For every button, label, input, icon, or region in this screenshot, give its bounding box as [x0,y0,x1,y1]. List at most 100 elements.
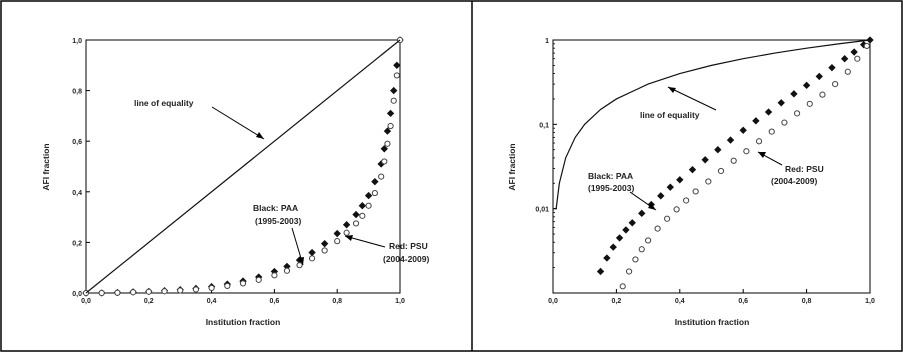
paa-data-point [657,192,665,200]
y-tick-label: 1 [545,38,549,45]
paa-data-point [358,202,366,210]
right-red-annotation-line2: (2004-2009) [771,176,817,186]
left-panel: 0,0 0,2 0,4 0,6 0,8 1,0 0,0 0,2 0,4 0,6 0,8 1,0 In… [41,36,429,327]
y-tick-label: 0,6 [72,139,82,146]
psu-data-point [343,229,350,236]
y-tick-label: 1,0 [72,38,82,45]
psu-data-point [683,197,690,204]
psu-data-point [743,148,750,155]
paa-data-point [714,146,722,154]
psu-data-point [208,284,215,292]
psu-data-point [192,286,199,293]
paa-data-point [603,254,611,262]
psu-data-point [730,157,737,164]
paa-data-point [638,209,646,218]
right-y-axis-label: AFI fraction [507,143,517,190]
psu-data-point [390,97,397,104]
right-panel: 0,0 0,2 0,4 0,6 0,8 1,0 1 0,1 0,01 Institution … [507,36,875,327]
paa-data-point [726,136,735,144]
x-tick-label: 1,0 [395,298,405,305]
psu-data-point [793,110,801,117]
left-x-axis-label: Institution fraction [206,317,281,327]
psu-data-point [98,289,105,297]
left-red-arrowhead [345,235,353,241]
right-x-axis-label: Institution fraction [675,317,750,327]
x-tick-label: 0,8 [802,298,812,305]
psu-data-point [334,238,341,245]
paa-data-point [342,221,351,229]
psu-data-point [177,287,184,294]
psu-data-point [755,138,763,145]
psu-data-point [632,256,639,263]
psu-data-point [359,212,366,219]
left-y-axis-label: AFI fraction [41,143,51,190]
paa-data-point [352,210,360,219]
paa-data-point [364,191,373,200]
left-series [82,36,404,297]
psu-data-point [381,158,388,165]
psu-data-point [371,189,378,197]
psu-data-point [717,167,725,175]
psu-data-point [781,119,788,126]
y-tick-label: 0,4 [72,190,82,197]
psu-data-point [819,91,826,98]
paa-data-point [688,165,697,174]
psu-data-point [768,128,775,135]
right-y-ticks: 1 0,1 0,01 [535,38,557,269]
psu-data-point [673,206,680,213]
paa-data-point [622,226,630,234]
left-equality-arrow [211,106,265,140]
psu-data-point [705,178,712,185]
psu-data-point [239,280,247,287]
psu-data-point [308,255,316,262]
right-series [553,36,874,290]
psu-data-point [378,173,385,180]
psu-data-point [283,267,291,274]
right-black-annotation-line1: Black: PAA [588,171,633,181]
x-tick-label: 1,0 [865,298,875,305]
right-black-annotation-line2: (1995-2003) [588,183,634,193]
psu-data-point [114,289,121,296]
left-black-arrowhead [298,257,304,265]
left-red-annotation-line1: Red: PSU [389,241,428,251]
left-y-ticks: 0,0 0,2 0,4 0,6 0,8 1,0 [72,38,90,298]
paa-data-point [308,248,316,257]
x-tick-label: 0,6 [270,298,280,305]
psu-data-point [161,288,168,295]
paa-data-point [609,243,617,251]
right-x-ticks: 0,0 0,2 0,4 0,6 0,8 1,0 [548,289,875,305]
paa-data-point [850,48,858,56]
paa-data-point [815,72,823,81]
psu-data-point [352,220,360,227]
x-tick-label: 0,0 [548,298,558,305]
psu-data-point [806,100,813,107]
psu-data-point [365,202,372,209]
psu-data-point [645,237,652,244]
paa-data-point [777,99,785,107]
right-black-arrowhead [648,203,656,210]
right-equality-arrowhead [668,87,676,93]
paa-data-point [790,90,798,98]
x-tick-label: 0,4 [207,298,217,305]
paa-data-point [383,127,392,135]
psu-data-point [692,188,699,195]
x-tick-label: 0,6 [738,298,748,305]
paa-data-point [701,156,709,164]
psu-data-point [854,55,861,62]
paa-data-point [840,55,849,63]
paa-data-point [676,176,684,184]
psu-data-point [321,247,328,254]
x-tick-label: 0,2 [612,298,622,305]
psu-data-point [255,276,262,283]
y-tick-label: 0,2 [72,240,82,247]
paa-data-point [802,81,811,90]
x-tick-label: 0,0 [81,298,91,305]
paa-data-point [320,239,329,248]
paa-data-point [666,183,674,191]
paa-data-point [333,229,341,238]
left-plot-area [85,39,401,294]
psu-data-point [296,262,303,269]
